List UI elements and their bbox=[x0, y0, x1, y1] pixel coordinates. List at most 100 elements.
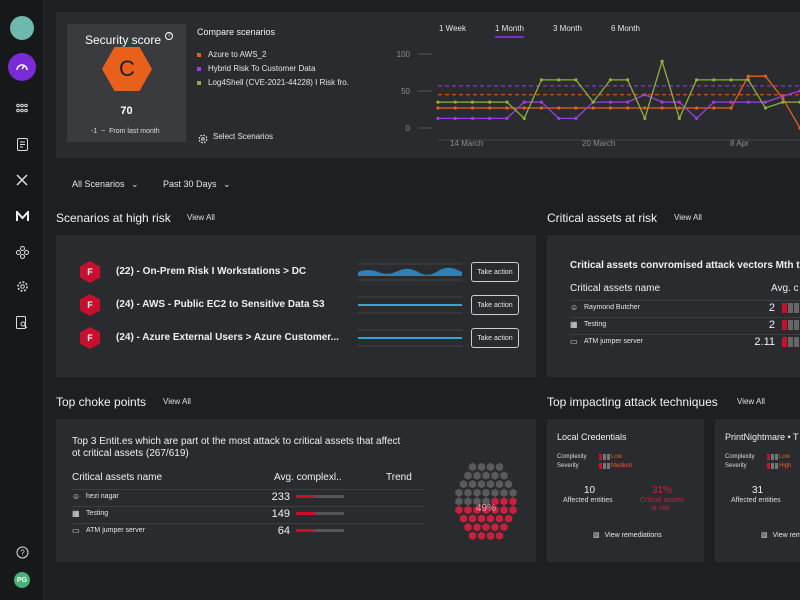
take-action-button[interactable]: Take action bbox=[471, 295, 519, 315]
entity-name[interactable]: ATM jumper server bbox=[86, 527, 145, 534]
view-remediations-button[interactable]: ▧ View remediations bbox=[761, 531, 800, 539]
honeycomb-gauge: 49% bbox=[455, 462, 517, 540]
complexity-bars bbox=[782, 320, 799, 330]
asset-name[interactable]: Testing bbox=[584, 321, 607, 328]
severity-label: Severity bbox=[557, 463, 579, 469]
score-grade-hexagon: C bbox=[102, 47, 152, 91]
app-logo-icon[interactable] bbox=[10, 16, 34, 40]
view-remediations-button[interactable]: ▧ View remediations bbox=[593, 531, 662, 539]
critical-assets-col-avg: Avg. c bbox=[771, 283, 799, 294]
report-icon[interactable] bbox=[9, 131, 35, 157]
security-score-title: Security score bbox=[85, 33, 162, 47]
date-range-dropdown[interactable]: Past 30 Days ⌄ bbox=[163, 179, 231, 190]
honeycomb-cell bbox=[473, 488, 481, 497]
scenario-line-chart: 100 50 0 14 March 20 March 8 Apr bbox=[397, 50, 800, 148]
series-point bbox=[453, 106, 457, 110]
series-point bbox=[763, 100, 768, 104]
user-icon: ☺ bbox=[570, 303, 579, 312]
critical-assets-view-all-link[interactable]: View All bbox=[674, 213, 702, 222]
complexity-segment bbox=[782, 303, 787, 313]
scenario-sparkline bbox=[358, 263, 462, 281]
tools-icon[interactable] bbox=[9, 167, 35, 193]
honeycomb-cell bbox=[500, 497, 508, 506]
series-point bbox=[488, 100, 492, 104]
scenario-link[interactable]: (22) - On-Prem Risk I Workstations > DC bbox=[116, 266, 307, 277]
honeycomb-cell bbox=[473, 505, 481, 515]
technique-level-bars bbox=[767, 454, 778, 460]
high-risk-view-all-link[interactable]: View All bbox=[187, 213, 215, 222]
series-point bbox=[712, 100, 716, 104]
scenario-link[interactable]: (24) - Azure External Users > Azure Cust… bbox=[116, 332, 339, 343]
select-scenarios-gear-icon[interactable] bbox=[198, 131, 208, 149]
series-point bbox=[626, 100, 630, 104]
series-point bbox=[488, 106, 492, 110]
entity-name[interactable]: hezi nagar bbox=[86, 493, 119, 500]
technique-card[interactable]: Local Credentials Complexity Severity Low Me… bbox=[547, 419, 704, 562]
m-brand-icon[interactable] bbox=[9, 203, 35, 229]
technique-card[interactable]: PrintNightmare • T Complexity Severity Low H… bbox=[715, 419, 800, 562]
asset-name[interactable]: Raymond Butcher bbox=[584, 304, 641, 311]
select-scenarios-button[interactable]: Select Scenarios bbox=[213, 132, 274, 141]
series-point bbox=[453, 116, 457, 120]
at-risk-percent: 31% bbox=[652, 485, 673, 496]
user-avatar[interactable]: PG bbox=[14, 572, 30, 588]
scenario-link[interactable]: (24) - AWS - Public EC2 to Sensitive Dat… bbox=[116, 299, 325, 310]
integrations-icon[interactable] bbox=[9, 239, 35, 265]
scenario-filter-dropdown[interactable]: All Scenarios ⌄ bbox=[72, 179, 139, 190]
time-tab[interactable]: 3 Month bbox=[553, 24, 582, 33]
chevron-down-icon: ⌄ bbox=[131, 179, 139, 189]
honeycomb-cell bbox=[477, 514, 486, 523]
series-point bbox=[694, 78, 699, 82]
score-change: -1 ~ From last month bbox=[91, 128, 160, 135]
complexity-segment bbox=[794, 303, 799, 313]
date-range-value: Past 30 Days bbox=[163, 179, 217, 189]
time-tab[interactable]: 1 Week bbox=[439, 24, 466, 33]
sidebar: ? PG bbox=[0, 0, 44, 600]
honeycomb-cell bbox=[473, 523, 481, 532]
affected-count: 10 bbox=[584, 485, 596, 496]
honeycomb-cell bbox=[468, 514, 477, 523]
entity-avg-value: 233 bbox=[271, 491, 290, 503]
complexity-label: Complexity bbox=[557, 454, 587, 460]
choke-points-subtitle-line-1: Top 3 Entit.es which are part ot the mos… bbox=[72, 436, 401, 447]
document-search-icon[interactable] bbox=[9, 309, 35, 335]
asset-avg-value: 2 bbox=[768, 319, 775, 331]
take-action-button[interactable]: Take action bbox=[471, 262, 519, 282]
sparkline-area bbox=[358, 267, 462, 276]
row-divider bbox=[570, 317, 800, 318]
score-value: 70 bbox=[120, 105, 133, 117]
series-point bbox=[470, 100, 475, 104]
honeycomb-cell bbox=[500, 523, 508, 532]
dashboard-icon[interactable] bbox=[8, 53, 36, 81]
settings-gear-icon[interactable] bbox=[9, 273, 35, 299]
series-point bbox=[608, 106, 612, 110]
legend-dot bbox=[197, 66, 201, 71]
honeycomb-cell bbox=[491, 523, 499, 532]
entity-name[interactable]: Testing bbox=[86, 510, 109, 517]
time-tab[interactable]: 6 Month bbox=[611, 24, 640, 33]
time-tab[interactable]: 1 Month bbox=[495, 24, 524, 38]
complexity-segment bbox=[794, 337, 799, 347]
choke-points-view-all-link[interactable]: View All bbox=[163, 397, 191, 406]
apps-grid-icon[interactable] bbox=[9, 95, 35, 121]
techniques-title: Top impacting attack techniques bbox=[547, 395, 718, 409]
high-risk-panel: F (22) - On-Prem Risk I Workstations > DC… bbox=[56, 235, 536, 377]
asset-name[interactable]: ATM jumper server bbox=[584, 338, 643, 345]
complexity-value: Low bbox=[779, 454, 791, 460]
severity-value: Medium bbox=[611, 463, 633, 469]
series-point bbox=[781, 94, 785, 98]
y-tick-label: 100 bbox=[397, 50, 411, 59]
take-action-button[interactable]: Take action bbox=[471, 328, 519, 348]
svg-text:?: ? bbox=[20, 548, 25, 557]
series-point bbox=[694, 106, 699, 110]
honeycomb-cell bbox=[486, 514, 495, 523]
level-segment bbox=[767, 463, 770, 469]
series-point bbox=[781, 100, 785, 104]
info-icon[interactable]: ? bbox=[165, 32, 173, 40]
honeycomb-cell bbox=[491, 505, 499, 515]
techniques-view-all-link[interactable]: View All bbox=[737, 397, 765, 406]
honeycomb-cell bbox=[509, 505, 517, 515]
series-point bbox=[574, 78, 578, 82]
series-point bbox=[591, 100, 595, 104]
help-icon[interactable]: ? bbox=[9, 539, 35, 565]
